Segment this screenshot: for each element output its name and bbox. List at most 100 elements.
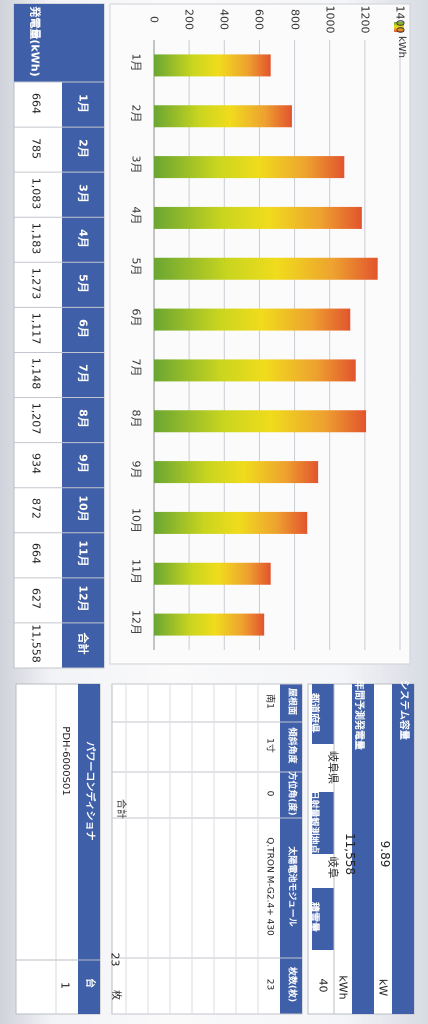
bar-4 <box>154 206 362 229</box>
table-value-cell: 1,183 <box>29 222 43 255</box>
module-header-cell: 太陽電池モジュール <box>286 846 297 927</box>
sun-observation-value: 岐阜 <box>326 856 340 879</box>
module-header-cell: 枚数(枚) <box>286 966 297 1003</box>
system-capacity-value: 9.89 <box>378 840 392 868</box>
snow-amount-label: 積雪量 <box>308 902 319 932</box>
system-capacity-unit: kW <box>376 978 390 997</box>
y-tick-label: 800 <box>288 9 302 30</box>
x-tick-label: 10月 <box>129 507 143 533</box>
bar-11 <box>154 562 271 585</box>
system-capacity-label: システム容量 <box>398 680 409 740</box>
generation-table-header-strip <box>62 4 104 668</box>
generation-table-label-cell <box>14 4 104 82</box>
module-value-cell: 南1 <box>264 694 275 709</box>
annual-generation-unit: kWh <box>336 975 350 1000</box>
table-value-cell: 872 <box>29 498 43 520</box>
y-tick-label: 0 <box>147 16 161 23</box>
module-value-cell: 23 <box>264 978 275 991</box>
x-tick-label: 3月 <box>129 155 143 174</box>
table-header-cell: 3月 <box>76 183 90 203</box>
table-value-cell: 1,083 <box>29 177 43 209</box>
prefecture-label: 都道府県 <box>308 693 319 733</box>
module-header-cell: 傾斜角度 <box>286 727 297 764</box>
module-total-unit: 枚 <box>110 990 121 1000</box>
pcs-header-count: 台 <box>84 978 95 988</box>
module-table-frame <box>111 683 303 1015</box>
system-info-header-pref <box>312 684 334 744</box>
x-tick-label: 1月 <box>129 53 143 72</box>
pcs-header-name: パワーコンディショナ <box>84 741 95 841</box>
x-tick-label: 7月 <box>129 358 143 377</box>
table-header-cell: 8月 <box>76 409 90 428</box>
bar-12 <box>154 613 265 636</box>
module-value-cell: 0 <box>264 790 275 797</box>
module-table-header-strip <box>280 684 302 1014</box>
module-header-cell: 方位角(度) <box>286 771 297 816</box>
table-value-cell: 1,207 <box>29 402 43 435</box>
table-value-cell: 1,148 <box>29 357 43 390</box>
bar-3 <box>154 156 345 179</box>
bar-2 <box>154 105 292 128</box>
module-value-cell: Q.TRON M-G2.4+ 430 <box>264 837 275 936</box>
bar-10 <box>154 511 308 534</box>
table-value-cell: 11,558 <box>29 624 43 664</box>
x-tick-label: 8月 <box>129 409 143 428</box>
y-tick-label: 1200 <box>358 5 372 34</box>
table-value-cell: 1,117 <box>29 312 43 345</box>
table-header-cell: 1月 <box>76 93 90 113</box>
bar-5 <box>154 257 378 280</box>
annual-generation-value: 11,558 <box>343 833 357 875</box>
snow-amount-value: 40 <box>316 978 330 993</box>
annual-generation-label: 年間予測発電量 <box>353 680 364 750</box>
module-total-label: 合計 <box>115 799 126 819</box>
y-tick-label: 1400 <box>393 5 407 34</box>
bar-6 <box>154 308 351 331</box>
system-info-header-sun <box>312 792 334 854</box>
module-table-gridlines <box>112 683 302 1015</box>
sun-observation-label: 日射量観測地点 <box>308 790 319 854</box>
pcs-model-value: PDH-6000S01 <box>60 726 71 796</box>
y-tick-label: 400 <box>217 9 231 30</box>
table-header-cell: 4月 <box>76 228 90 248</box>
table-value-cell: 664 <box>29 543 43 565</box>
table-value-cell: 785 <box>29 137 43 159</box>
table-header-cell: 5月 <box>76 274 90 293</box>
bar-7 <box>154 359 356 382</box>
table-header-cell: 合計 <box>76 632 90 655</box>
generation-row-label: 発電量(kWh) <box>28 6 42 77</box>
system-info-header-capacity <box>392 684 414 1014</box>
module-header-cell: 屋根面 <box>286 687 297 715</box>
x-tick-label: 5月 <box>129 257 143 276</box>
table-header-cell: 6月 <box>76 319 90 338</box>
generation-table-gridlines <box>14 81 104 669</box>
table-value-cell: 934 <box>29 453 43 475</box>
table-header-cell: 12月 <box>76 585 90 613</box>
bar-1 <box>154 54 271 77</box>
table-header-cell: 2月 <box>76 138 90 158</box>
table-header-cell: 7月 <box>76 364 90 383</box>
module-total-value: 23 <box>108 952 122 967</box>
x-tick-label: 4月 <box>129 206 143 225</box>
chart-bars <box>154 54 378 636</box>
table-header-cell: 11月 <box>76 540 90 567</box>
y-tick-label: 1000 <box>323 5 337 34</box>
pcs-table-header-strip <box>78 684 100 1014</box>
table-value-cell: 1,273 <box>29 267 43 300</box>
y-tick-label: 600 <box>252 9 266 30</box>
table-value-cell: 627 <box>29 588 43 610</box>
system-info-header-snow <box>312 888 334 950</box>
system-info-header-annual <box>352 684 374 1014</box>
x-tick-label: 6月 <box>129 308 143 327</box>
x-tick-label: 9月 <box>129 460 143 479</box>
bar-9 <box>154 461 319 484</box>
x-tick-label: 11月 <box>129 558 143 584</box>
module-value-cell: 1寸 <box>264 738 275 753</box>
table-header-cell: 9月 <box>76 454 90 473</box>
prefecture-value: 岐阜県 <box>326 751 340 784</box>
x-tick-label: 2月 <box>129 104 143 123</box>
bar-8 <box>154 410 367 433</box>
pcs-count-value: 1 <box>58 982 72 989</box>
y-tick-label: 200 <box>182 9 196 30</box>
